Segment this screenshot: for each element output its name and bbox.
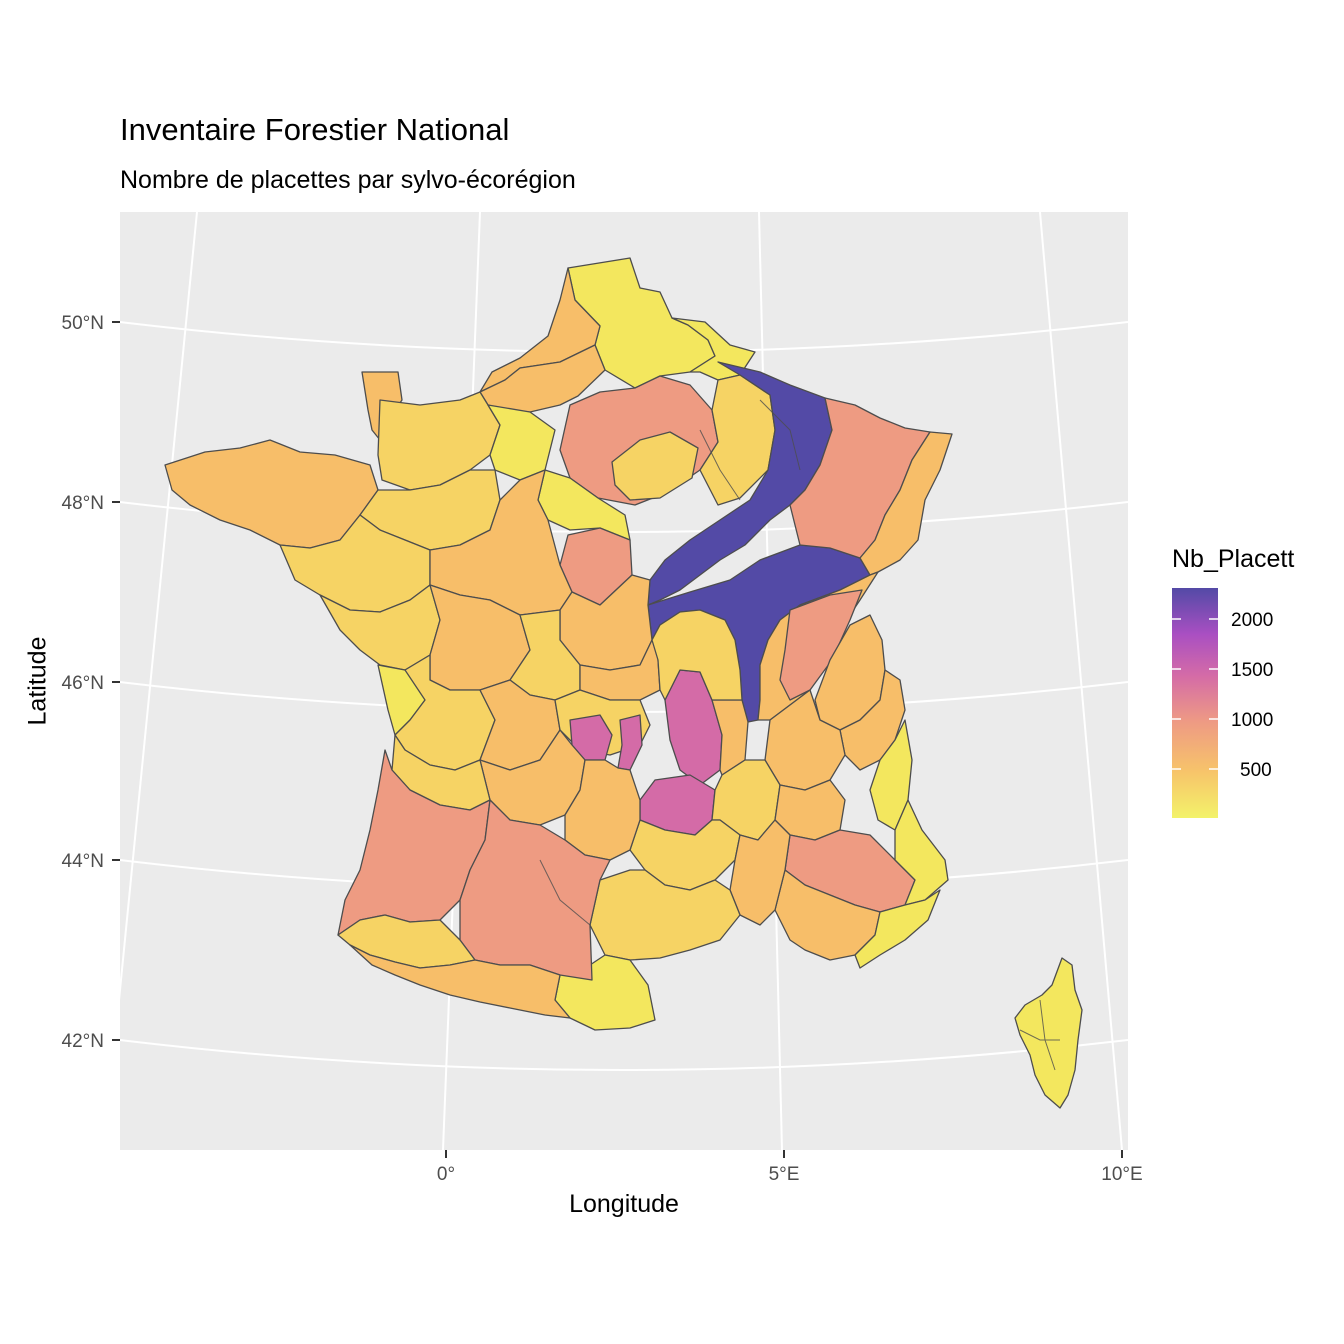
region-champagne-centre: [611, 431, 699, 501]
region-alpes-maritimes: [894, 799, 949, 906]
legend-title: Nb_Placett: [1172, 545, 1295, 573]
region-rhone-nord: [651, 609, 743, 701]
legend-label: 500: [1240, 760, 1272, 781]
legend-label: 1500: [1231, 660, 1273, 681]
y-tick-label: 42°N: [62, 1031, 104, 1052]
regions: [164, 257, 1083, 1109]
y-tick-label: 48°N: [62, 493, 104, 514]
legend-label: 2000: [1231, 610, 1273, 631]
region-jura: [779, 589, 863, 701]
chart-title: Inventaire Forestier National: [120, 112, 510, 147]
meridian-minus5: [120, 212, 198, 1000]
y-tick-label: 46°N: [62, 673, 104, 694]
chart-subtitle: Nombre de placettes par sylvo-écorégion: [120, 166, 576, 194]
legend-label: 1000: [1231, 710, 1273, 731]
region-inner-borders: [539, 399, 1060, 1071]
region-pyrenees: [349, 944, 571, 1019]
x-tick-label: 0°: [437, 1164, 455, 1185]
y-tick-label: 50°N: [62, 313, 104, 334]
legend-ticks: [1172, 618, 1218, 770]
meridian-10e: [1039, 212, 1123, 1150]
region-gard: [729, 819, 791, 926]
parallel-42n: [120, 1039, 1128, 1071]
x-tick-label: 10°E: [1101, 1164, 1142, 1185]
region-ardennes: [671, 317, 756, 381]
axis-ticks: [112, 321, 1123, 1158]
legend-colorbar: [1172, 588, 1218, 818]
region-cote-azur: [854, 889, 941, 969]
region-corse: [1014, 957, 1083, 1109]
x-tick-label: 5°E: [769, 1164, 800, 1185]
y-tick-label: 44°N: [62, 851, 104, 872]
x-axis-label: Longitude: [569, 1190, 679, 1218]
